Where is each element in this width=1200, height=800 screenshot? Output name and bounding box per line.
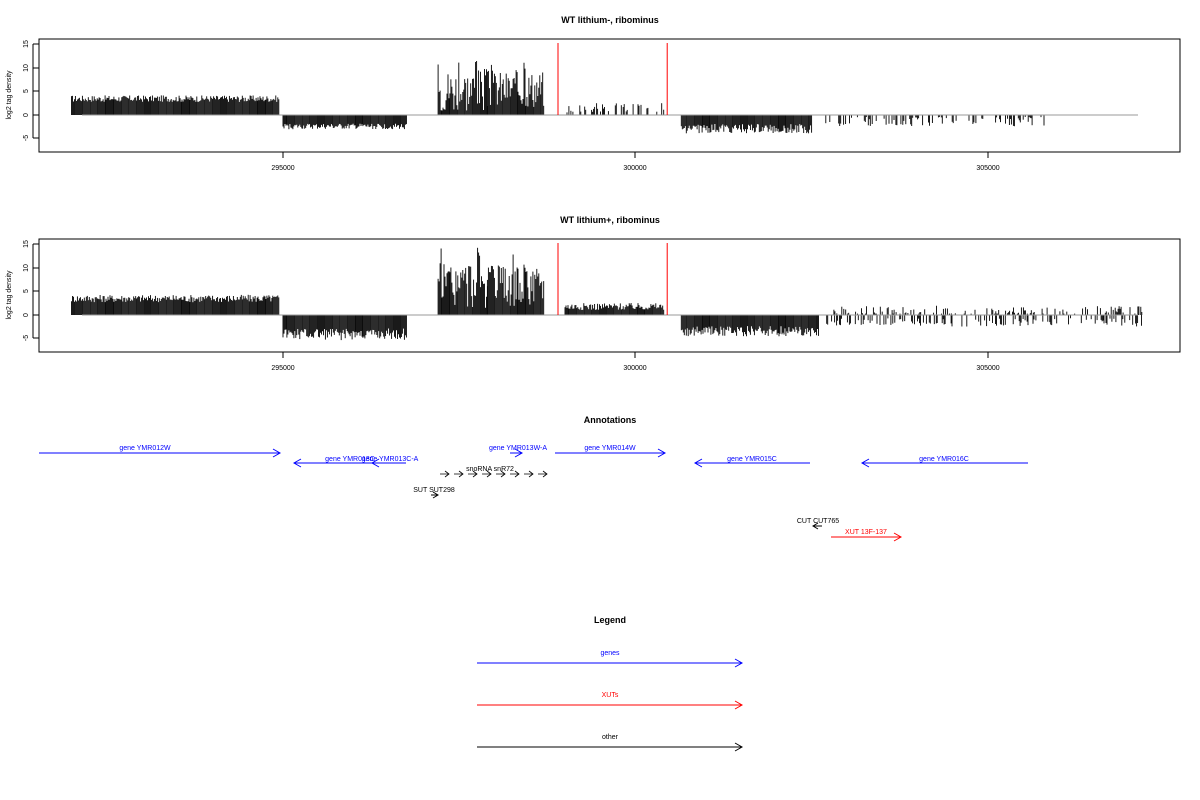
arrow-head-icon — [893, 532, 903, 542]
annotation-sut298: SUT SUT298 — [413, 487, 455, 499]
panel2-ytick-label: 5 — [23, 289, 30, 293]
snorna-arrow-icon — [538, 470, 548, 478]
annotation-gene-ymr013w-a: gene YMR013W-A — [489, 445, 547, 458]
arrow-head-icon — [693, 458, 703, 468]
annotation-label: snoRNA snR72 — [466, 466, 514, 473]
panel2-ytick-label: 0 — [23, 313, 30, 317]
arrow-head-icon — [734, 700, 744, 710]
panel2-xtick-label: 295000 — [271, 365, 294, 372]
panel-lithium-minus: WT lithium-, ribominus log2 tag density … — [6, 15, 1181, 172]
annotation-gene-ymr013c-a: gene YMR013C-A — [362, 456, 419, 468]
annotation-gene-ymr014w: gene YMR014W — [555, 445, 667, 458]
arrow-head-icon — [370, 458, 380, 468]
panel1-ylabel: log2 tag density — [6, 70, 13, 120]
snorna-arrows — [440, 470, 548, 478]
snorna-arrow-icon — [468, 470, 478, 478]
annotation-label: gene YMR013C — [325, 456, 375, 463]
panel1-title: WT lithium-, ribominus — [561, 15, 659, 25]
panel1-ytick-label: -5 — [23, 135, 30, 141]
legend-title: Legend — [594, 615, 626, 625]
panel1-x-axis: 295000 300000 305000 — [271, 151, 1000, 172]
annotations-title: Annotations — [584, 415, 637, 425]
annotation-gene-ymr016c: gene YMR016C — [860, 456, 1028, 468]
panel1-xtick-label: 300000 — [623, 165, 646, 172]
panel1-frame — [38, 38, 1181, 153]
panel1-ytick-label: 5 — [23, 89, 30, 93]
arrow-head-icon — [292, 458, 302, 468]
arrow-head-icon — [432, 491, 439, 499]
arrow-head-icon — [860, 458, 870, 468]
panel1-ytick-label: 10 — [23, 64, 30, 72]
snorna-arrow-icon — [454, 470, 464, 478]
snorna-arrow-icon — [510, 470, 520, 478]
panel2-markers — [557, 243, 668, 315]
annotations-track: Annotations gene YMR012W gene YMR013C ge… — [39, 415, 1028, 542]
panel2-bars — [71, 247, 1143, 341]
panel2-ytick-label: 10 — [23, 264, 30, 272]
snorna-arrow-icon — [440, 470, 450, 478]
snorna-arrow-icon — [496, 470, 506, 478]
arrow-head-icon — [734, 658, 744, 668]
arrow-head-icon — [734, 742, 744, 752]
annotation-label: SUT SUT298 — [413, 487, 455, 494]
annotation-label: gene YMR016C — [919, 456, 969, 463]
panel2-xtick-label: 300000 — [623, 365, 646, 372]
arrow-head-icon — [514, 448, 524, 458]
annotation-gene-ymr012w: gene YMR012W — [39, 445, 282, 458]
legend-item-xuts: XUTs — [477, 692, 744, 710]
panel2-title: WT lithium+, ribominus — [560, 215, 660, 225]
annotation-label: gene YMR013C-A — [362, 456, 419, 463]
annotation-gene-ymr015c: gene YMR015C — [693, 456, 810, 468]
snorna-arrow-icon — [482, 470, 492, 478]
annotation-label: gene YMR015C — [727, 456, 777, 463]
panel2-ytick-label: -5 — [23, 335, 30, 341]
annotation-cut765: CUT CUT765 — [797, 518, 839, 530]
panel2-ylabel: log2 tag density — [6, 270, 13, 320]
panel2-y-axis: -5 0 5 10 15 — [23, 240, 39, 341]
annotation-label: CUT CUT765 — [797, 518, 839, 525]
annotation-xut-13f-137: XUT 13F-137 — [831, 529, 903, 542]
panel1-y-axis: -5 0 5 10 15 — [23, 40, 39, 141]
panel1-ytick-label: 0 — [23, 113, 30, 117]
panel2-ytick-label: 15 — [23, 240, 30, 248]
annotation-label: gene YMR013W-A — [489, 445, 547, 452]
panel2-xtick-label: 305000 — [976, 365, 999, 372]
panel2-x-axis: 295000 300000 305000 — [271, 351, 1000, 372]
arrow-head-icon — [657, 448, 667, 458]
legend-item-other: other — [477, 734, 744, 752]
legend-label: other — [602, 734, 619, 741]
panel1-bars — [71, 61, 1045, 134]
annotation-label: gene YMR014W — [584, 445, 636, 452]
panel1-xtick-label: 305000 — [976, 165, 999, 172]
legend: Legend genes XUTs other — [477, 615, 744, 752]
panel1-xtick-label: 295000 — [271, 165, 294, 172]
annotation-gene-ymr013c: gene YMR013C — [292, 456, 386, 468]
panel1-markers — [557, 43, 668, 115]
annotation-snorna-cluster: snoRNA snR72 — [440, 466, 548, 478]
legend-label: XUTs — [602, 692, 619, 699]
legend-label: genes — [600, 650, 620, 657]
panel1-ytick-label: 15 — [23, 40, 30, 48]
panel2-frame — [38, 238, 1181, 353]
legend-item-genes: genes — [477, 650, 744, 668]
arrow-head-icon — [812, 522, 819, 530]
arrow-head-icon — [272, 448, 282, 458]
annotation-label: XUT 13F-137 — [845, 529, 887, 536]
snorna-arrow-icon — [524, 470, 534, 478]
annotation-label: gene YMR012W — [119, 445, 171, 452]
panel-lithium-plus: WT lithium+, ribominus log2 tag density … — [6, 215, 1181, 372]
